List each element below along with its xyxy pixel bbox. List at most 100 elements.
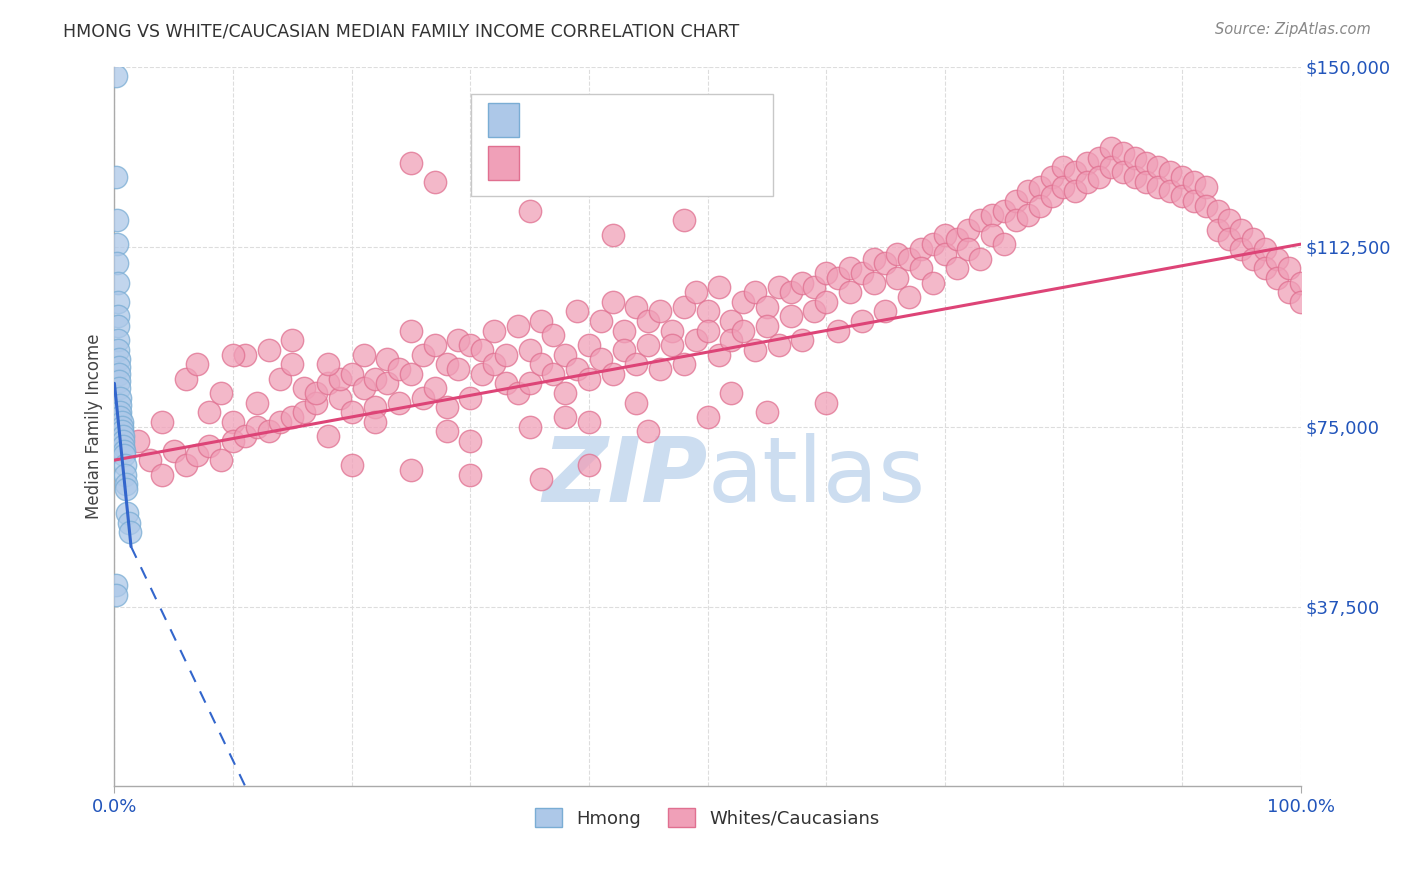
Point [993, 203, 1015, 218]
Point [246, 395, 269, 409]
Point [637, 314, 659, 328]
Point [482, 357, 505, 371]
Point [1147, 179, 1170, 194]
Point [111, 434, 134, 448]
Point [969, 213, 991, 227]
Point [672, 213, 695, 227]
Point [340, 405, 363, 419]
Point [447, 333, 470, 347]
Legend: Hmong, Whites/Caucasians: Hmong, Whites/Caucasians [527, 801, 887, 835]
Point [281, 357, 304, 371]
Point [1265, 270, 1288, 285]
Point [127, 434, 149, 448]
Point [1206, 223, 1229, 237]
Text: atlas: atlas [707, 433, 925, 521]
Point [685, 333, 707, 347]
Point [815, 395, 838, 409]
Point [353, 347, 375, 361]
Point [672, 300, 695, 314]
Point [589, 314, 612, 328]
Point [696, 324, 718, 338]
Point [744, 343, 766, 357]
Point [1230, 242, 1253, 256]
Point [269, 415, 291, 429]
Point [1147, 161, 1170, 175]
Point [720, 333, 742, 347]
Point [922, 276, 945, 290]
Point [436, 357, 458, 371]
Point [969, 252, 991, 266]
Point [186, 357, 208, 371]
Point [112, 448, 135, 462]
Point [1289, 276, 1312, 290]
Point [779, 309, 801, 323]
Point [554, 347, 576, 361]
Point [107, 333, 129, 347]
Y-axis label: Median Family Income: Median Family Income [86, 334, 103, 519]
Point [110, 419, 132, 434]
Point [364, 401, 387, 415]
Point [626, 395, 648, 409]
Point [104, 587, 127, 601]
Text: -0.354: -0.354 [565, 112, 623, 129]
Point [661, 338, 683, 352]
Point [1028, 199, 1050, 213]
Point [1171, 189, 1194, 203]
Point [720, 314, 742, 328]
Point [104, 69, 127, 83]
Point [1195, 199, 1218, 213]
Point [1005, 194, 1028, 208]
Point [519, 203, 541, 218]
Point [482, 324, 505, 338]
Point [1159, 185, 1181, 199]
Text: 200: 200 [666, 154, 700, 172]
Point [114, 467, 136, 482]
Point [115, 477, 138, 491]
Point [862, 276, 884, 290]
Point [110, 425, 132, 439]
Point [519, 376, 541, 391]
Point [305, 386, 328, 401]
Point [1241, 252, 1264, 266]
Point [1182, 175, 1205, 189]
Point [110, 415, 132, 429]
Point [898, 290, 921, 304]
Text: 37: 37 [666, 112, 689, 129]
Point [108, 352, 131, 367]
Point [648, 304, 671, 318]
Point [340, 367, 363, 381]
Point [827, 324, 849, 338]
Point [851, 314, 873, 328]
Point [111, 429, 134, 443]
Point [1040, 169, 1063, 184]
Point [1195, 179, 1218, 194]
Point [1206, 203, 1229, 218]
Point [112, 443, 135, 458]
Point [851, 266, 873, 280]
Text: N =: N = [634, 112, 673, 129]
Point [209, 386, 232, 401]
Text: Source: ZipAtlas.com: Source: ZipAtlas.com [1215, 22, 1371, 37]
Point [1265, 252, 1288, 266]
Point [910, 242, 932, 256]
Point [922, 237, 945, 252]
Point [1254, 261, 1277, 276]
Point [174, 371, 197, 385]
Point [1230, 223, 1253, 237]
Point [399, 324, 422, 338]
Point [1135, 155, 1157, 169]
Point [316, 357, 339, 371]
Point [685, 285, 707, 300]
Point [875, 304, 897, 318]
Text: ZIP: ZIP [543, 433, 707, 521]
Point [222, 347, 245, 361]
Point [626, 300, 648, 314]
Point [305, 395, 328, 409]
Point [364, 415, 387, 429]
Point [399, 463, 422, 477]
Point [436, 401, 458, 415]
Point [1052, 179, 1074, 194]
Point [1241, 232, 1264, 246]
Point [886, 246, 908, 260]
Point [399, 367, 422, 381]
